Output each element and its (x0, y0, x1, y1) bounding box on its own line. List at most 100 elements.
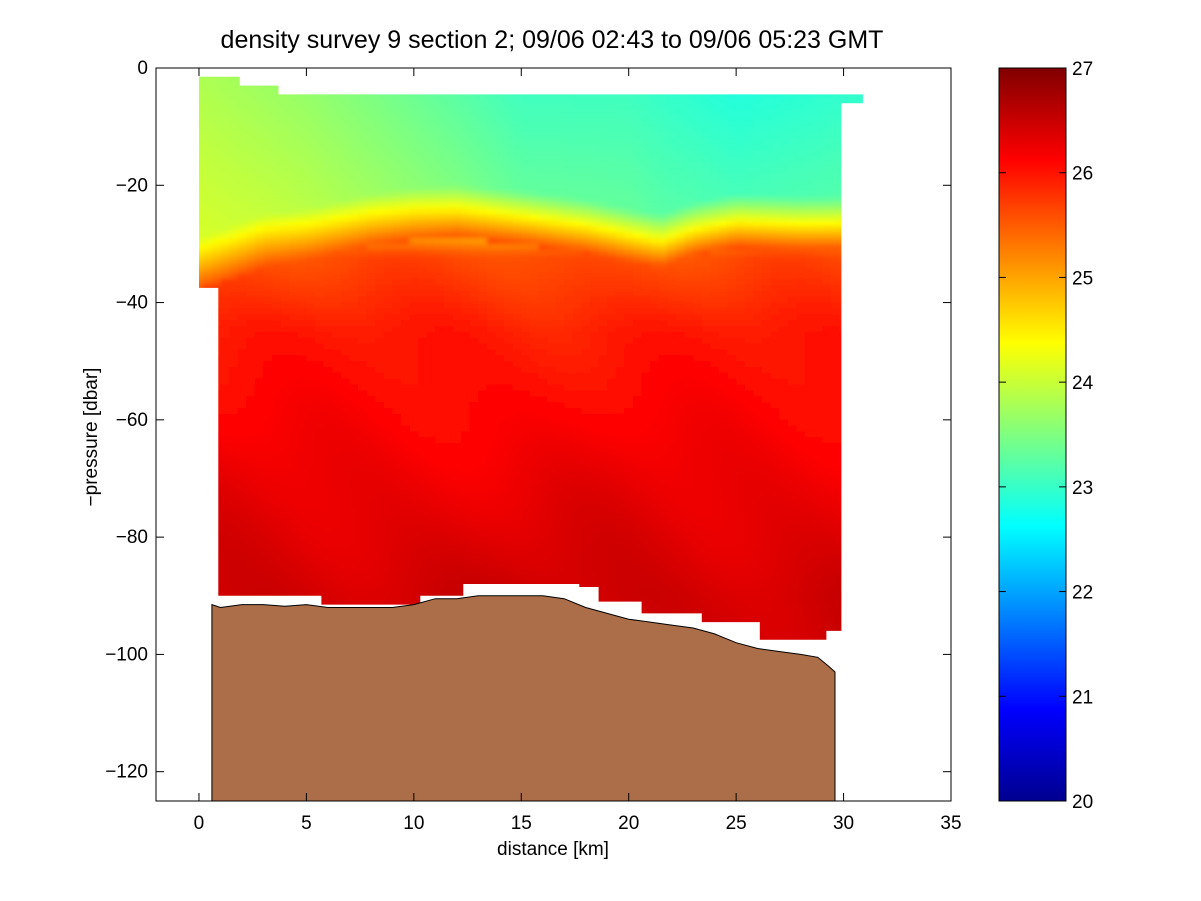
density-cell (572, 584, 583, 591)
density-cell (246, 396, 256, 404)
density-cell (469, 572, 480, 579)
density-cell (199, 566, 205, 574)
density-cell (547, 525, 557, 533)
density-cell (598, 103, 609, 110)
density-cell (409, 155, 419, 163)
density-cell (263, 197, 273, 204)
density-cell (512, 554, 523, 562)
density-cell (598, 138, 609, 146)
density-cell (246, 390, 256, 398)
density-cell (504, 114, 514, 122)
density-cell (306, 519, 316, 527)
density-cell (237, 232, 248, 239)
density-cell (203, 68, 212, 75)
density-cell (529, 267, 540, 275)
density-cell (478, 238, 488, 245)
density-cell (418, 355, 428, 362)
density-cell (229, 238, 239, 245)
density-cell (357, 267, 368, 275)
density-cell (254, 208, 265, 216)
density-cell (443, 126, 454, 134)
density-cell (199, 284, 205, 292)
density-cell (555, 572, 566, 579)
density-cell (306, 443, 316, 450)
density-cell (357, 537, 368, 544)
density-cell (409, 284, 419, 292)
density-cell (529, 566, 540, 574)
density-cell (495, 302, 505, 310)
density-cell (615, 443, 626, 450)
density-cell (598, 589, 609, 597)
density-cell (332, 220, 342, 228)
density-cell (263, 419, 273, 427)
density-cell (392, 425, 402, 433)
density-cell (461, 284, 471, 292)
density-cell (289, 349, 299, 357)
density-cell (289, 120, 299, 128)
density-cell (289, 460, 299, 468)
density-cell (598, 548, 609, 556)
density-cell (615, 232, 626, 239)
density-cell (555, 185, 566, 192)
density-cell (615, 132, 626, 140)
density-cell (581, 284, 591, 292)
density-cell (349, 572, 359, 579)
density-cell (357, 173, 368, 181)
density-cell (478, 378, 488, 386)
density-cell (435, 478, 445, 486)
density-cell (280, 472, 291, 480)
density-cell (254, 560, 265, 568)
density-cell (203, 173, 213, 181)
density-cell (392, 537, 402, 544)
density-cell (280, 390, 291, 398)
density-cell (254, 114, 265, 122)
density-cell (203, 179, 213, 187)
density-cell (478, 79, 488, 87)
density-cell (547, 449, 557, 456)
density-cell (246, 501, 256, 509)
density-cell (590, 226, 600, 233)
density-cell (332, 314, 342, 321)
density-cell (461, 155, 471, 163)
density-cell (555, 126, 566, 134)
density-cell (590, 542, 600, 550)
density-cell (220, 490, 230, 497)
density-cell (366, 490, 376, 497)
density-cell (461, 378, 471, 386)
density-cell (199, 525, 205, 533)
density-cell (564, 419, 574, 427)
density-cell (461, 173, 471, 181)
density-cell (383, 320, 394, 327)
density-cell (504, 384, 514, 392)
density-cell (280, 185, 291, 192)
density-cell (280, 255, 291, 263)
density-cell (366, 589, 376, 597)
density-cell (607, 185, 617, 192)
density-cell (443, 519, 454, 527)
density-cell (400, 173, 411, 181)
density-cell (478, 138, 488, 146)
density-cell (598, 408, 609, 415)
density-cell (340, 490, 351, 497)
density-cell (452, 408, 462, 415)
density-cell (237, 443, 248, 450)
density-cell (383, 478, 394, 486)
density-cell (581, 296, 591, 304)
density-cell (400, 390, 411, 398)
density-cell (306, 103, 316, 110)
density-cell (349, 396, 359, 404)
density-cell (366, 542, 376, 550)
density-cell (315, 425, 325, 433)
density-cell (306, 496, 316, 503)
density-cell (357, 443, 368, 450)
density-cell (426, 296, 437, 304)
density-cell (435, 507, 445, 515)
density-cell (199, 343, 205, 351)
density-cell (246, 455, 256, 462)
density-cell (323, 372, 333, 380)
density-cell (211, 179, 222, 187)
density-cell (349, 261, 359, 269)
density-cell (478, 267, 488, 275)
density-cell (357, 179, 368, 187)
density-cell (306, 478, 316, 486)
